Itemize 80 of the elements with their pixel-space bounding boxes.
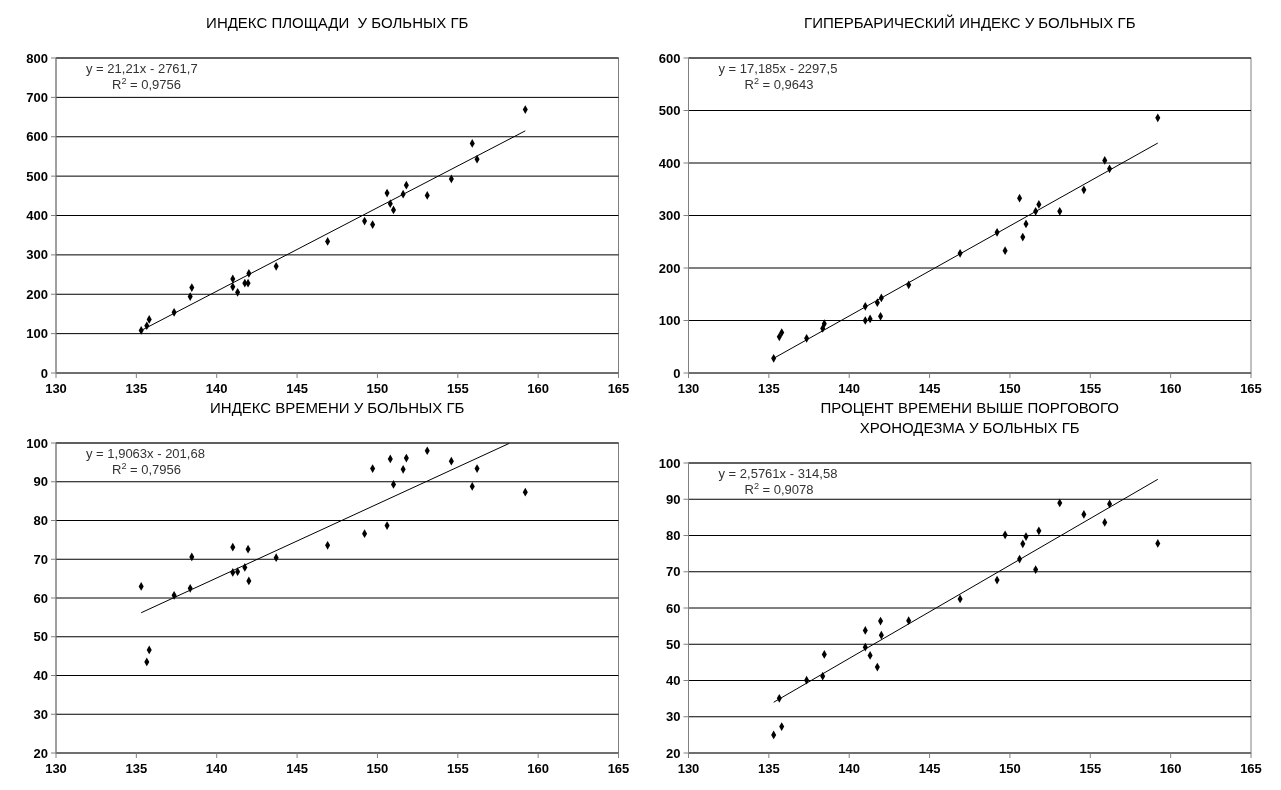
x-tick-label: 150 [366,761,389,776]
x-tick-label: 160 [527,381,549,396]
chart-title: ИНДЕКС ПЛОЩАДИ У БОЛЬНЫХ ГБ [206,14,469,31]
y-tick-label: 60 [33,590,48,606]
y-tick-label: 20 [666,745,681,761]
x-tick-label: 140 [838,761,861,776]
point [390,205,397,215]
annotation: y = 1,9063x - 201,68 [86,446,205,461]
x-tick-label: 165 [1240,761,1262,776]
chart-title: ГИПЕРБАРИЧЕСКИЙ ИНДЕКС У БОЛЬНЫХ ГБ [804,14,1136,31]
y-tick-label: 300 [658,208,681,224]
x-tick-label: 145 [286,761,308,776]
annotation: y = 17,185x - 2297,5 [718,61,838,76]
x-tick-label: 150 [999,761,1021,776]
x-tick-label: 130 [45,761,67,776]
y-tick-label: 50 [666,636,681,652]
x-tick-label: 160 [527,761,549,776]
y-tick-label: 100 [26,326,48,342]
y-tick-label: 80 [666,528,681,544]
y-tick-label: 30 [666,709,681,725]
y-tick-label: 500 [658,103,681,119]
annotation: y = 2,5761x - 314,58 [718,466,838,481]
annotation: R$^{2}$ = 0,9078 [744,481,814,497]
y-tick-label: 400 [26,208,48,224]
y-tick-label: 40 [666,673,681,689]
y-tick-label: 100 [658,455,681,471]
x-tick-label: 130 [45,381,67,396]
y-tick-label: 300 [26,247,48,263]
y-tick-label: 200 [26,286,48,302]
annotation: R$^{2}$ = 0,9643 [744,76,814,92]
y-tick-label: 20 [33,745,48,761]
y-tick-label: 90 [33,474,48,490]
y-tick-label: 800 [26,50,48,66]
y-tick-label: 700 [26,89,48,105]
y-tick-label: 0 [673,365,681,381]
y-tick-label: 500 [26,168,48,184]
chart-title: ИНДЕКС ВРЕМЕНИ У БОЛЬНЫХ ГБ [210,399,465,416]
x-tick-label: 150 [366,381,389,396]
x-tick-label: 145 [918,761,941,776]
x-tick-label: 145 [918,381,941,396]
x-tick-label: 155 [1079,761,1102,776]
x-tick-label: 135 [758,761,780,776]
y-tick-label: 600 [26,129,48,145]
x-tick-label: 165 [607,381,630,396]
x-tick-label: 160 [1159,761,1182,776]
x-tick-label: 150 [999,381,1021,396]
x-tick-label: 135 [125,761,148,776]
y-tick-label: 400 [658,155,681,171]
x-tick-label: 135 [758,381,780,396]
x-tick-label: 130 [677,381,700,396]
x-tick-label: 155 [446,761,469,776]
x-tick-label: 160 [1159,381,1182,396]
y-tick-label: 600 [658,50,681,66]
point [390,480,397,489]
y-tick-label: 70 [666,564,681,580]
y-tick-label: 100 [26,435,48,451]
x-tick-label: 135 [125,381,148,396]
x-tick-label: 140 [838,381,861,396]
y-tick-label: 30 [33,706,48,722]
annotation: R$^{2}$ = 0,7956 [112,461,182,477]
x-tick-label: 140 [205,381,228,396]
annotation: R$^{2}$ = 0,9756 [112,76,182,92]
y-tick-label: 100 [658,313,681,329]
y-tick-label: 40 [33,668,48,684]
y-tick-label: 60 [666,600,681,616]
y-tick-label: 70 [33,551,48,567]
x-tick-label: 165 [607,761,630,776]
y-tick-label: 90 [666,491,681,507]
x-tick-label: 155 [446,381,469,396]
x-tick-label: 130 [677,761,700,776]
x-tick-label: 165 [1240,381,1262,396]
chart-title: ПРОЦЕНТ ВРЕМЕНИ ВЫШЕ ПОРГОВОГО ХРОНОДЕЗМА У БОЛЬНЫХ ГБ [820,399,1119,436]
annotation: y = 21,21x - 2761,7 [86,61,198,76]
y-tick-label: 200 [658,260,681,276]
x-tick-label: 145 [286,381,308,396]
y-tick-label: 80 [33,513,48,529]
x-tick-label: 155 [1079,381,1102,396]
x-tick-label: 140 [205,761,228,776]
y-tick-label: 50 [33,629,48,645]
y-tick-label: 0 [40,365,48,381]
